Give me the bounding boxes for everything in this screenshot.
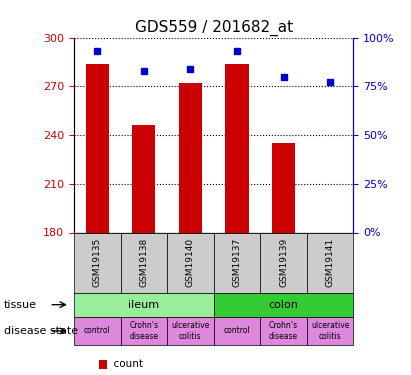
FancyBboxPatch shape <box>307 232 353 292</box>
FancyBboxPatch shape <box>74 292 214 317</box>
Text: control: control <box>84 326 111 335</box>
FancyBboxPatch shape <box>307 317 353 345</box>
Text: count: count <box>107 359 143 369</box>
Text: Crohn’s
disease: Crohn’s disease <box>129 321 158 340</box>
Text: Crohn’s
disease: Crohn’s disease <box>269 321 298 340</box>
Text: control: control <box>224 326 250 335</box>
Text: GSM19137: GSM19137 <box>233 238 242 287</box>
Text: tissue: tissue <box>4 300 37 310</box>
Bar <box>225 63 249 232</box>
Text: disease state: disease state <box>4 326 78 336</box>
Bar <box>272 143 295 232</box>
FancyBboxPatch shape <box>167 317 214 345</box>
FancyBboxPatch shape <box>214 292 353 317</box>
FancyBboxPatch shape <box>214 317 260 345</box>
Bar <box>132 125 155 232</box>
Title: GDS559 / 201682_at: GDS559 / 201682_at <box>135 20 293 36</box>
FancyBboxPatch shape <box>120 317 167 345</box>
Text: ulcerative
colitis: ulcerative colitis <box>311 321 349 340</box>
FancyBboxPatch shape <box>260 232 307 292</box>
FancyBboxPatch shape <box>74 232 120 292</box>
Text: GSM19140: GSM19140 <box>186 238 195 287</box>
Bar <box>85 63 109 232</box>
FancyBboxPatch shape <box>214 232 260 292</box>
Text: GSM19141: GSM19141 <box>326 238 335 287</box>
Text: GSM19139: GSM19139 <box>279 238 288 287</box>
Bar <box>179 83 202 232</box>
Text: ulcerative
colitis: ulcerative colitis <box>171 321 210 340</box>
FancyBboxPatch shape <box>120 232 167 292</box>
Text: colon: colon <box>269 300 298 310</box>
Text: ileum: ileum <box>128 300 159 310</box>
FancyBboxPatch shape <box>260 317 307 345</box>
Text: GSM19138: GSM19138 <box>139 238 148 287</box>
Text: GSM19135: GSM19135 <box>93 238 102 287</box>
FancyBboxPatch shape <box>74 317 120 345</box>
FancyBboxPatch shape <box>167 232 214 292</box>
